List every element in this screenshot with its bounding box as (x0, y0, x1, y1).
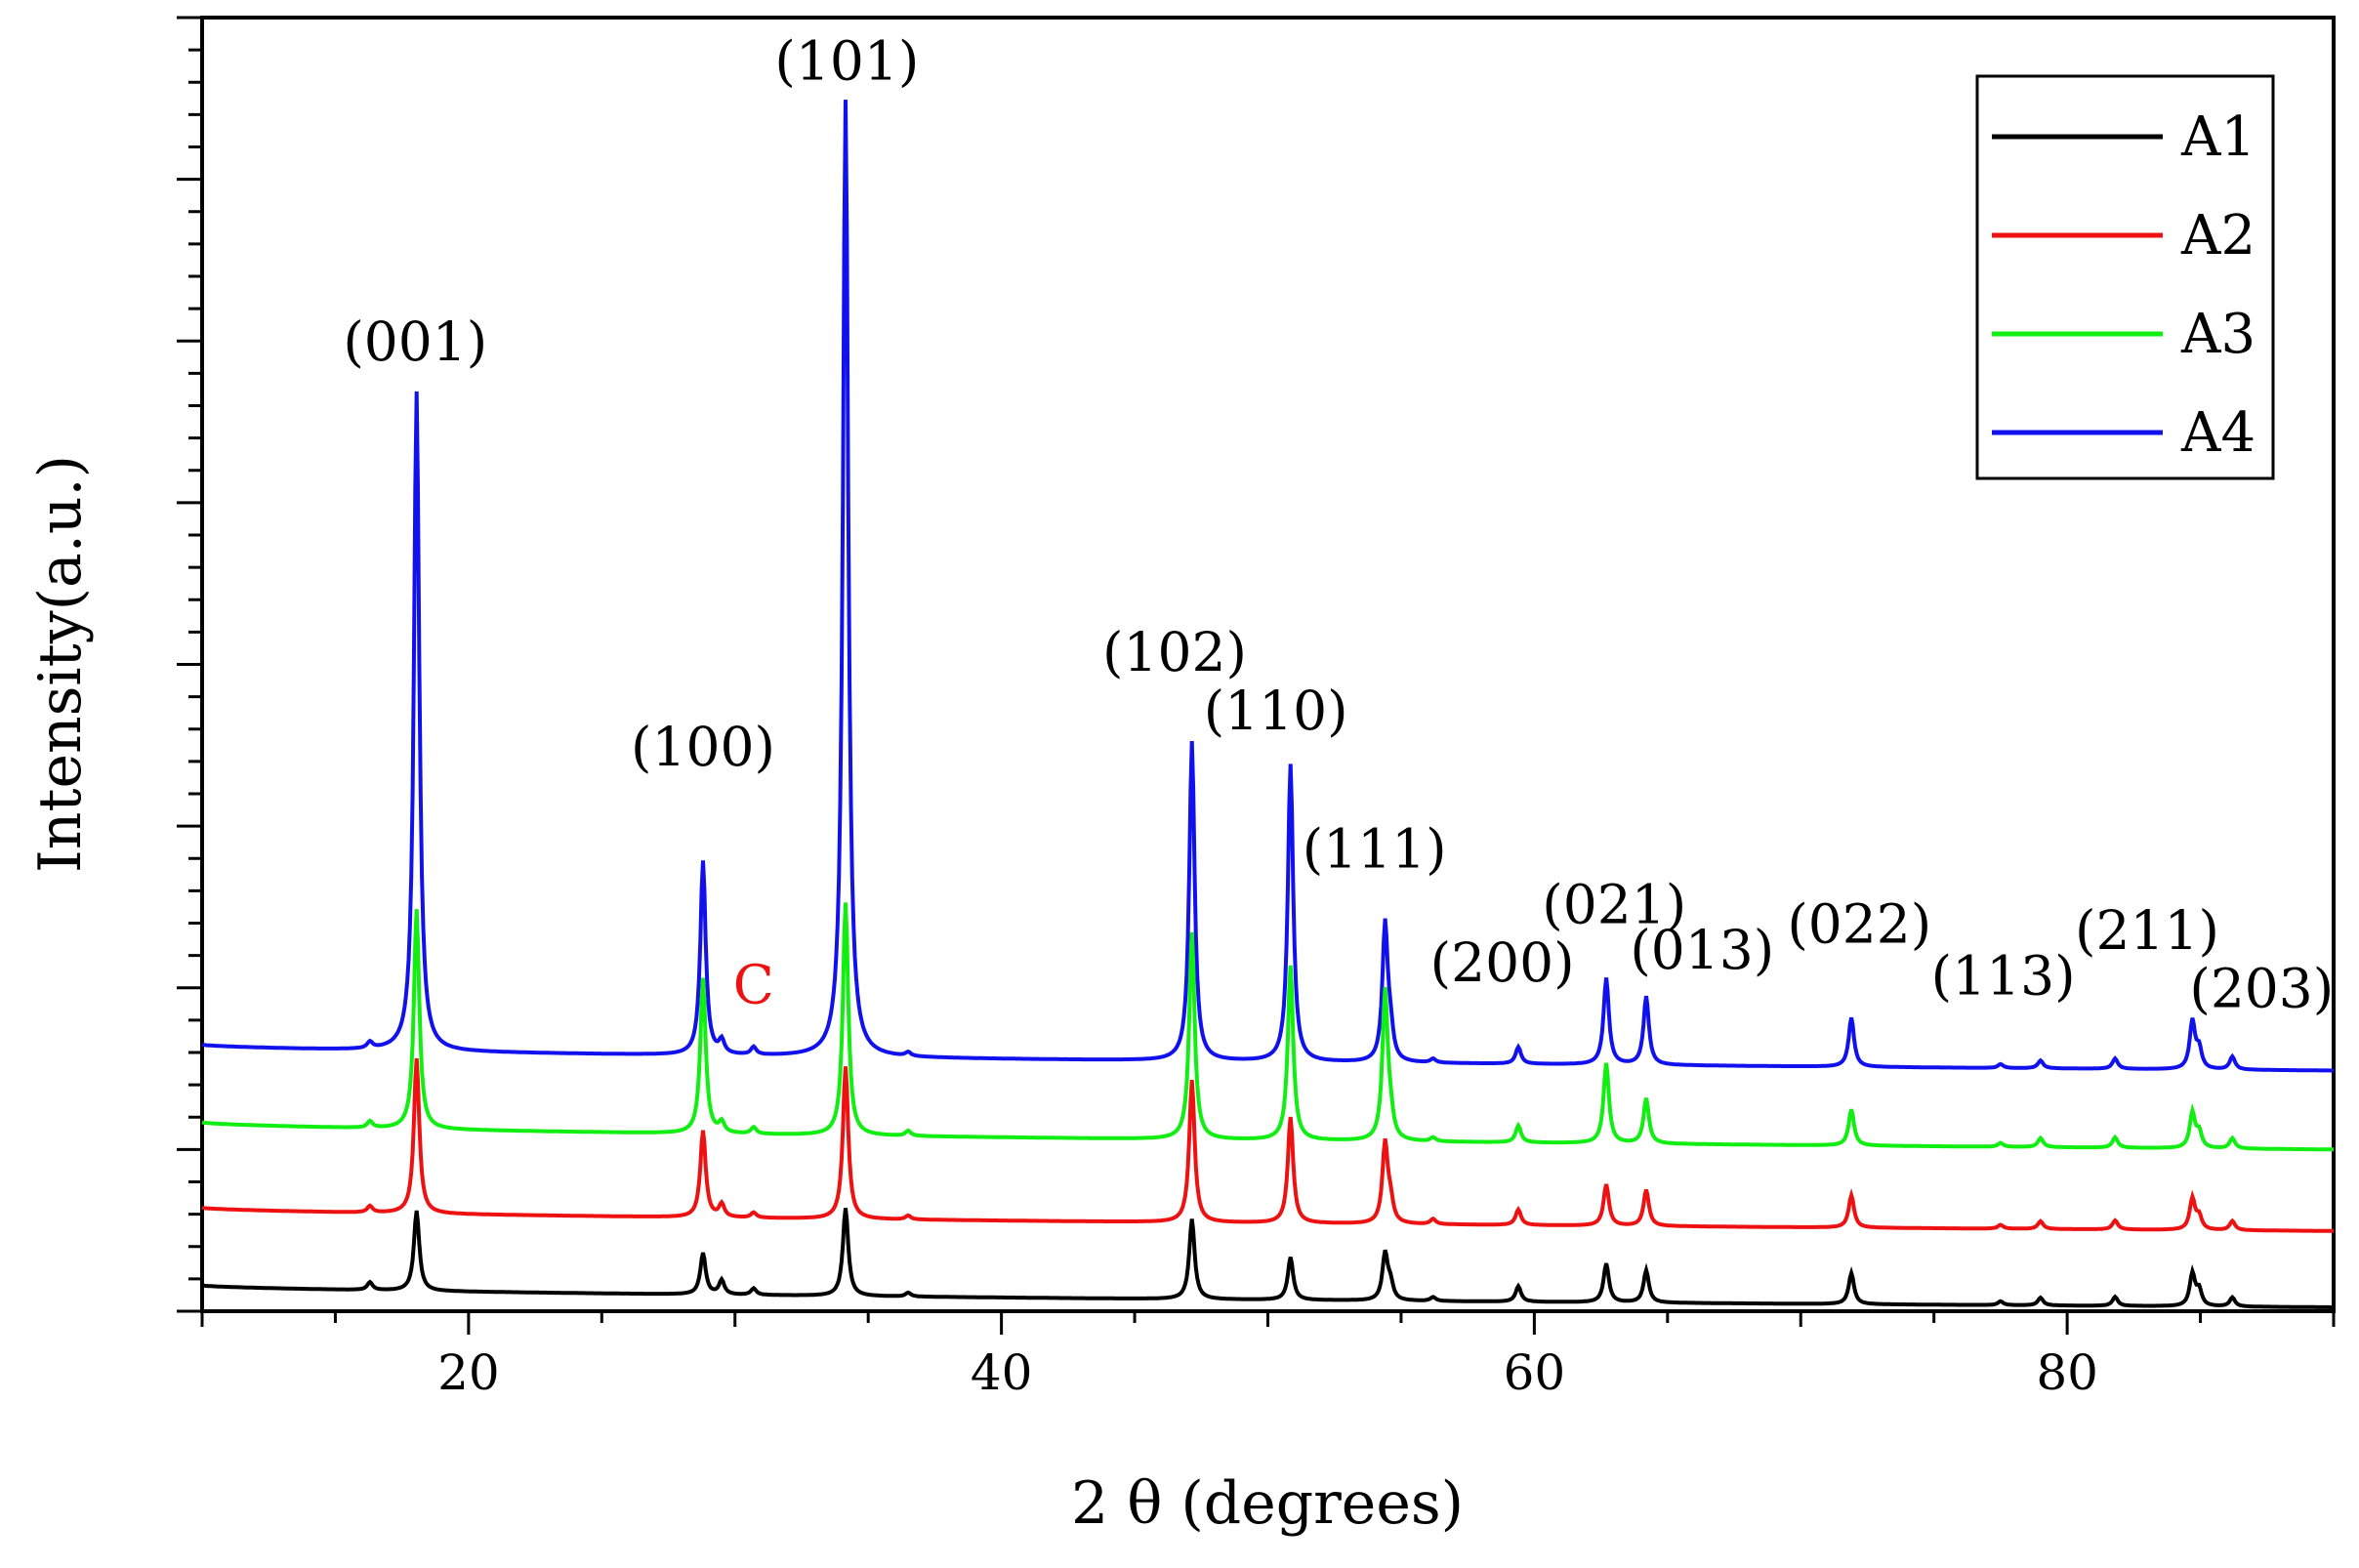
peak-label: (101) (774, 30, 919, 93)
x-tick-label: 80 (2036, 1344, 2098, 1401)
x-tick-label: 60 (1504, 1344, 1566, 1401)
peak-label: (013) (1630, 919, 1774, 981)
legend-label-a3: A3 (2180, 303, 2256, 366)
peak-label: (110) (1204, 680, 1348, 742)
legend-box (1975, 74, 2275, 480)
x-tick-label: 40 (971, 1344, 1033, 1401)
x-axis-ticks: 20 40 60 80 (200, 1311, 2336, 1401)
peak-label: (200) (1430, 931, 1575, 994)
series-layer (201, 100, 2334, 1309)
series-line-a4 (201, 100, 2334, 1073)
peak-label: (211) (2075, 899, 2219, 962)
legend-label-a2: A2 (2180, 204, 2256, 268)
impurity-label: C (733, 954, 774, 1016)
y-axis-title: Intensity(a.u.) (26, 455, 95, 873)
y-axis-ticks (177, 16, 202, 1313)
x-tick-label: 20 (437, 1344, 500, 1401)
series-line-a2 (201, 1057, 2334, 1233)
peak-label: (100) (631, 716, 775, 778)
peak-label: (203) (2189, 958, 2334, 1020)
x-axis-title: 2 θ (degrees) (1071, 1469, 1464, 1538)
peak-label: (022) (1787, 892, 1931, 955)
legend-label-a1: A1 (2180, 105, 2256, 169)
series-line-a1 (201, 1208, 2334, 1309)
legend-label-a4: A4 (2180, 401, 2256, 465)
peak-label: (021) (1542, 874, 1686, 936)
peak-label: (001) (343, 310, 487, 373)
legend: A1 A2 A3 A4 (1975, 74, 2275, 480)
peak-annotations: (001) (100) (101) (102)(110) (111) (200)(021)… (343, 30, 2334, 1020)
peak-label: (102) (1102, 621, 1247, 683)
peak-label: (113) (1931, 944, 2076, 1007)
peak-label: (111) (1303, 818, 1447, 881)
series-line-a3 (201, 902, 2334, 1152)
